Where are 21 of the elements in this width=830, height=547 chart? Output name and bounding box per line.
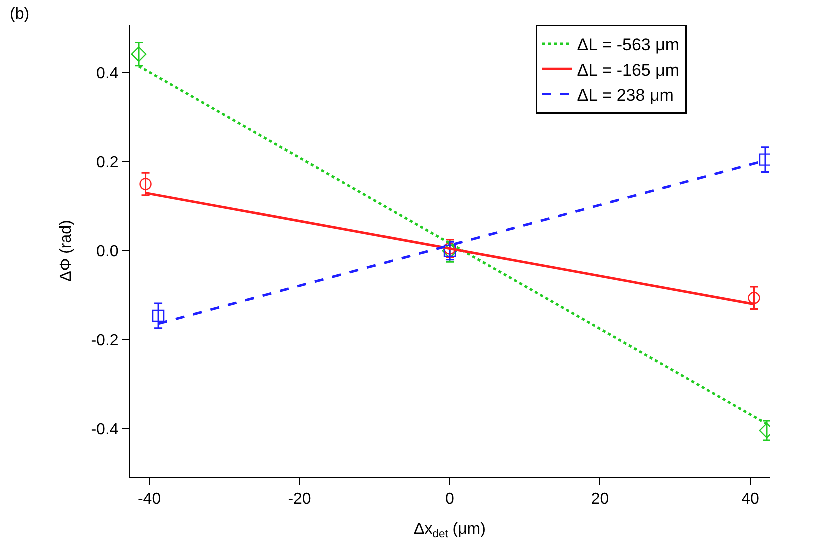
y-tick-label: 0.4 xyxy=(96,66,119,83)
y-axis-title: ΔΦ (rad) xyxy=(58,220,76,282)
point xyxy=(131,46,147,62)
x-axis-title: Δx$_{det}$ (μm) xyxy=(414,520,486,540)
legend-label: ΔL = -563 μm xyxy=(577,36,680,55)
y-tick-label: -0.2 xyxy=(91,332,119,350)
y-tick-label: 0.0 xyxy=(96,244,119,261)
point xyxy=(444,242,456,255)
point xyxy=(152,310,165,322)
point xyxy=(748,292,760,304)
x-tick-label: -40 xyxy=(138,491,162,508)
point xyxy=(140,178,152,190)
text: (b) xyxy=(10,6,30,23)
x-tick-label: 20 xyxy=(591,491,610,508)
y-tick-label: -0.4 xyxy=(91,422,119,439)
legend-label: ΔL = 238 μm xyxy=(577,86,674,105)
y-tick-label: 0.2 xyxy=(96,154,119,172)
x-tick-label: 0 xyxy=(446,491,455,508)
x-tick-label: 40 xyxy=(742,491,760,508)
legend-label: ΔL = -165 μm xyxy=(577,60,680,80)
x-tick-label: -20 xyxy=(288,491,312,508)
